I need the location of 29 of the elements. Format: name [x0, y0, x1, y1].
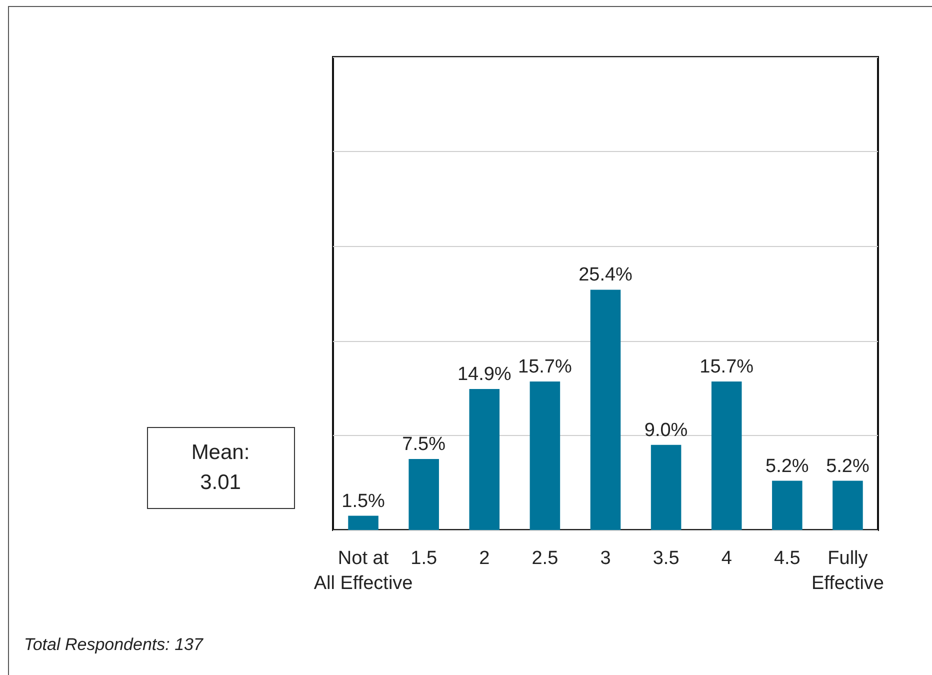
x-tick-label: Not at All Effective [314, 548, 413, 594]
data-label: 9.0% [644, 420, 688, 441]
x-tick-label: 2 [479, 548, 490, 569]
text: Mean: 3.01 [191, 441, 250, 494]
data-label: 5.2% [766, 456, 809, 477]
x-tick-label: Fully Effective [811, 548, 884, 594]
bar [408, 459, 439, 530]
bar [348, 516, 378, 530]
data-label: 15.7% [700, 356, 754, 378]
data-label: 5.2% [826, 456, 870, 477]
bar [469, 389, 500, 530]
bar [711, 381, 742, 530]
data-label: 15.7% [518, 356, 572, 378]
bar [650, 444, 682, 530]
data-label: 14.9% [457, 364, 512, 386]
x-tick-label: 4.5 [774, 548, 800, 569]
x-tick-label: 4 [721, 548, 732, 569]
bar [832, 480, 863, 530]
bar [590, 290, 621, 530]
text: Total Respondents: 137 [24, 635, 204, 654]
bar [530, 381, 560, 530]
x-tick-label: 1.5 [410, 548, 438, 569]
x-tick-label: 3.5 [652, 548, 680, 569]
data-label: 7.5% [402, 434, 446, 456]
data-label: 25.4% [578, 264, 633, 286]
data-label: 1.5% [342, 490, 386, 512]
x-tick-label: 2.5 [532, 548, 558, 569]
x-tick-label: 3 [600, 548, 611, 569]
bar [772, 480, 802, 530]
